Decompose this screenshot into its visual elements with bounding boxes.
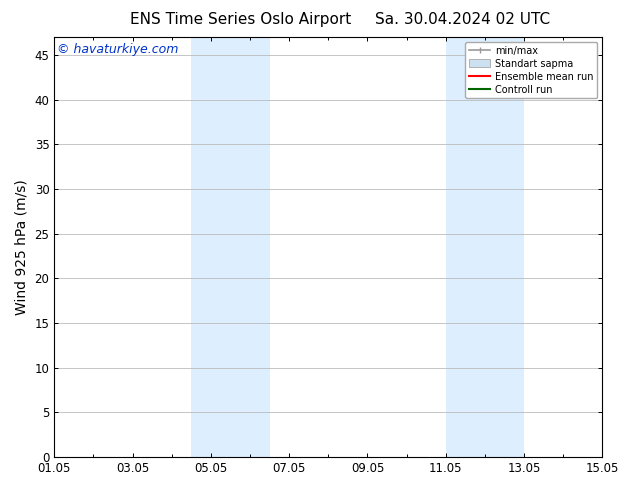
Text: ENS Time Series Oslo Airport: ENS Time Series Oslo Airport: [131, 12, 351, 27]
Bar: [446, 37, 524, 457]
Y-axis label: Wind 925 hPa (m/s): Wind 925 hPa (m/s): [15, 179, 29, 315]
Text: Sa. 30.04.2024 02 UTC: Sa. 30.04.2024 02 UTC: [375, 12, 550, 27]
Text: © havaturkiye.com: © havaturkiye.com: [57, 43, 178, 56]
Bar: [191, 37, 269, 457]
Legend: min/max, Standart sapma, Ensemble mean run, Controll run: min/max, Standart sapma, Ensemble mean r…: [465, 42, 597, 98]
